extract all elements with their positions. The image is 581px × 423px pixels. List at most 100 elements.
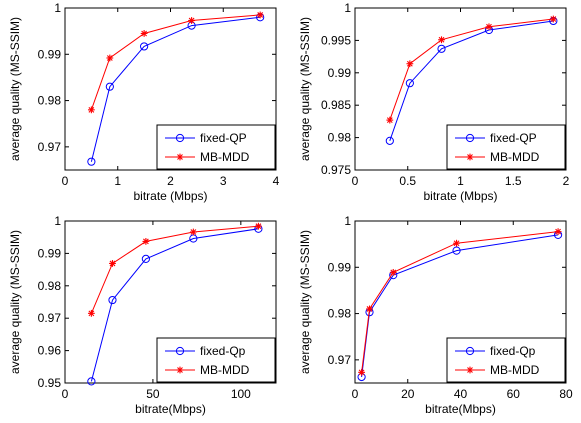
data-point	[140, 42, 149, 51]
y-tick-label: 0.98	[38, 94, 62, 108]
legend-label: MB-MDD	[200, 150, 250, 164]
series-line-1	[389, 20, 554, 141]
y-tick-label: 0.97	[328, 353, 352, 367]
data-point	[554, 228, 562, 236]
data-point	[406, 60, 414, 68]
y-tick-label: 0.97	[38, 140, 62, 154]
data-point	[142, 238, 150, 245]
legend-box	[446, 124, 566, 170]
x-tick-label: 60	[507, 387, 521, 401]
chart-panel-3: 0 50 100 0.95 0.96 0.97 0.98 0.99 1 bitrate(Mbps)…	[8, 214, 277, 416]
data-point	[106, 54, 114, 62]
legend-label: fixed-Qp	[200, 344, 246, 358]
legend-label: fixed-QP	[200, 131, 247, 145]
legend: fixed-Qp MB-MDD	[156, 337, 276, 383]
legend-label: MB-MDD	[490, 363, 540, 377]
series-line-1	[90, 16, 261, 162]
data-point	[256, 11, 264, 19]
data-point	[108, 295, 117, 305]
legend-label: fixed-Qp	[490, 344, 536, 358]
data-point	[549, 15, 557, 23]
y-tick-label: 0.95	[38, 376, 62, 390]
data-point	[87, 377, 96, 386]
y-axis-label: average quality (MS-SSIM)	[298, 230, 312, 374]
legend-box	[156, 124, 276, 170]
x-tick-label: 0.5	[399, 174, 416, 188]
y-tick-label: 0.99	[328, 260, 352, 274]
x-tick-label: 80	[559, 387, 573, 401]
x-tick-label: 1	[457, 174, 464, 188]
x-tick-label: 100	[231, 387, 251, 401]
legend-label: fixed-QP	[490, 131, 537, 145]
y-tick-label: 0.99	[38, 47, 62, 61]
legend-marker	[175, 133, 185, 143]
y-tick-label: 0.995	[321, 33, 351, 47]
y-tick-label: 0.98	[328, 307, 352, 321]
data-point	[453, 239, 460, 247]
data-point	[140, 30, 148, 37]
x-tick-label: 0	[352, 174, 359, 188]
y-tick-label: 1	[344, 1, 351, 15]
x-tick-label: 2	[167, 174, 174, 188]
x-axis-label: bitrate(Mbps)	[425, 402, 496, 416]
legend-marker	[466, 366, 474, 374]
x-tick-label: 40	[454, 387, 468, 401]
data-point	[389, 268, 397, 276]
data-point	[485, 23, 493, 31]
y-axis-label: average quality (MS-SSIM)	[8, 17, 22, 161]
chart-panel-1: 0 1 2 3 4 0.97 0.98 0.99 1 bitrate (Mbps) average …	[8, 1, 280, 203]
data-point	[188, 17, 195, 24]
legend-label: MB-MDD	[490, 150, 540, 164]
x-tick-label: 50	[146, 387, 160, 401]
data-point	[366, 305, 373, 313]
y-tick-label: 0.96	[38, 344, 62, 358]
legend-box	[446, 337, 566, 383]
y-tick-label: 0.99	[328, 66, 352, 80]
y-tick-label: 0.97	[38, 311, 62, 325]
legend-marker	[175, 346, 185, 356]
y-tick-label: 1	[54, 214, 61, 228]
data-point	[386, 116, 394, 124]
data-point	[438, 36, 445, 44]
legend-marker	[465, 133, 475, 143]
y-tick-label: 1	[54, 1, 61, 15]
data-point	[87, 157, 96, 166]
chart-panel-4: 0 20 40 60 80 0.97 0.98 0.99 1 bitrate(Mbps) avera…	[298, 214, 573, 416]
data-point	[189, 228, 197, 236]
data-point	[105, 82, 114, 91]
data-point	[87, 309, 95, 317]
x-tick-label: 20	[401, 387, 415, 401]
x-axis-label: bitrate (Mbps)	[133, 189, 207, 203]
x-tick-label: 3	[220, 174, 227, 188]
chart-panel-2: 0 0.5 1 1.5 20.9750.980.9850.990.9951bitrate…	[298, 1, 570, 203]
x-tick-label: 1	[114, 174, 121, 188]
data-point	[405, 79, 414, 88]
legend-label: MB-MDD	[200, 363, 250, 377]
y-tick-label: 0.975	[321, 163, 351, 177]
x-tick-label: 0	[62, 387, 69, 401]
legend-marker	[466, 153, 474, 161]
legend: fixed-Qp MB-MDD	[446, 337, 566, 383]
legend-marker	[176, 366, 184, 374]
y-tick-label: 0.985	[321, 98, 351, 112]
y-tick-label: 0.98	[328, 131, 352, 145]
x-tick-label: 4	[273, 174, 280, 188]
y-axis-label: average quality (MS-SSIM)	[8, 230, 22, 374]
data-point	[385, 136, 394, 145]
y-tick-label: 0.98	[38, 279, 62, 293]
legend: fixed-QP MB-MDD	[446, 124, 566, 170]
data-point	[87, 106, 95, 114]
data-point	[452, 246, 461, 255]
legend-marker	[465, 346, 475, 356]
data-point	[255, 222, 262, 230]
y-tick-label: 0.99	[38, 246, 62, 260]
legend-marker	[176, 153, 184, 161]
data-point	[109, 260, 116, 267]
data-point	[141, 254, 150, 264]
data-point	[358, 368, 365, 376]
x-tick-label: 2	[563, 174, 570, 188]
legend: fixed-QP MB-MDD	[156, 124, 276, 170]
x-tick-label: 0	[352, 387, 359, 401]
y-tick-label: 1	[344, 214, 351, 228]
x-tick-label: 0	[62, 174, 69, 188]
